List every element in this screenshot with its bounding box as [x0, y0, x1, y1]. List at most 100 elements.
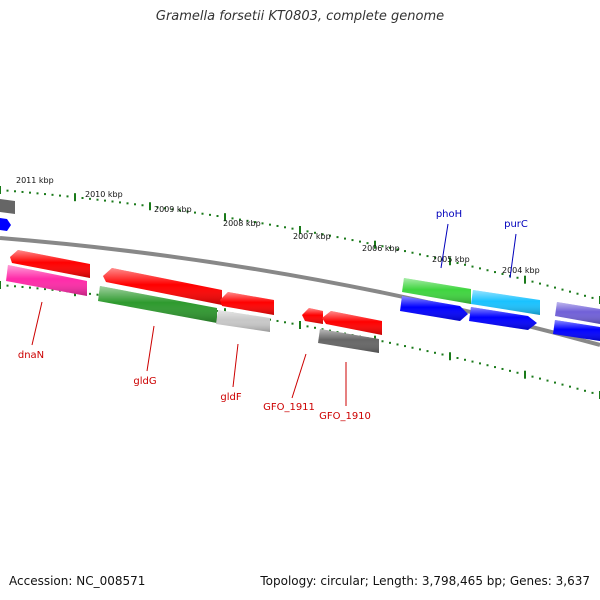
gene-blue-edge-top[interactable]	[0, 218, 11, 231]
inner-ruler-minor-tick	[51, 288, 54, 291]
gene-gldF-block[interactable]	[216, 292, 274, 332]
inner-ruler-minor-tick	[486, 364, 489, 367]
gene-label-GFO_1910[interactable]: GFO_1910	[319, 411, 371, 422]
outer-ruler-minor-tick	[21, 190, 24, 193]
inner-ruler-minor-tick	[591, 391, 594, 394]
outer-ruler-minor-tick	[194, 211, 196, 214]
kbp-label-2010: 2010 kbp	[85, 190, 123, 199]
outer-ruler-minor-tick	[359, 240, 361, 243]
outer-ruler-minor-tick	[246, 219, 249, 222]
outer-ruler-minor-tick	[471, 265, 474, 268]
outer-ruler-minor-tick	[389, 246, 391, 249]
outer-ruler-minor-tick	[569, 290, 571, 293]
outer-ruler-minor-tick	[329, 234, 331, 237]
outer-ruler-minor-tick	[306, 230, 309, 233]
gene-purC-block[interactable]	[469, 290, 540, 330]
inner-ruler-minor-tick	[276, 319, 279, 322]
outer-ruler-minor-tick	[516, 276, 519, 279]
inner-ruler-minor-tick	[216, 310, 219, 313]
gene-GFO_1910-block[interactable]	[318, 311, 382, 353]
outer-ruler-minor-tick	[486, 269, 489, 272]
inner-ruler-minor-tick	[419, 348, 421, 351]
outer-ruler-minor-tick	[539, 282, 541, 285]
outer-ruler-minor-tick	[66, 195, 69, 198]
gldF-leader-line	[232, 343, 239, 388]
outer-ruler-minor-tick	[6, 189, 9, 192]
inner-ruler-minor-tick	[6, 284, 9, 287]
inner-ruler-minor-tick	[441, 353, 444, 356]
outer-ruler-minor-tick	[464, 263, 466, 266]
outer-ruler-minor-tick	[156, 206, 159, 209]
gene-gray-edge-top[interactable]	[0, 199, 15, 214]
outer-ruler-minor-tick	[366, 242, 369, 245]
inner-ruler-minor-tick	[314, 326, 316, 329]
accession-text: Accession: NC_008571	[9, 574, 146, 588]
outer-ruler-minor-tick	[14, 190, 16, 193]
kbp-label-2009: 2009 kbp	[154, 205, 192, 214]
phoH-leader-line	[440, 223, 449, 269]
outer-ruler-minor-tick	[111, 200, 114, 203]
outer-ruler-minor-tick	[209, 213, 211, 216]
gene-label-dnaN[interactable]: dnaN	[18, 350, 44, 361]
gene-right-edge-block[interactable]	[553, 302, 600, 341]
gene-label-purC[interactable]: purC	[504, 219, 528, 230]
outer-ruler-minor-tick	[531, 280, 534, 283]
inner-ruler-minor-tick	[96, 293, 99, 296]
inner-ruler-minor-tick	[516, 371, 519, 374]
outer-ruler-minor-tick	[269, 223, 271, 226]
gene-dnaN-block[interactable]	[6, 250, 90, 296]
inner-ruler-minor-tick	[464, 358, 466, 361]
inner-ruler-minor-tick	[479, 362, 481, 365]
outer-ruler-minor-tick	[456, 262, 459, 265]
inner-ruler-minor-tick	[411, 346, 414, 349]
gene-gldG-block[interactable]	[98, 268, 222, 323]
gene-label-GFO_1911[interactable]: GFO_1911	[263, 402, 315, 413]
outer-ruler-minor-tick	[254, 221, 256, 224]
outer-ruler-minor-tick	[276, 224, 279, 227]
outer-ruler-minor-tick	[44, 193, 46, 196]
outer-ruler-minor-tick	[284, 226, 286, 229]
gene-GFO_1911[interactable]	[302, 308, 323, 324]
outer-ruler-minor-tick	[51, 193, 54, 196]
outer-ruler-minor-tick	[344, 237, 346, 240]
kbp-label-2005: 2005 kbp	[432, 255, 470, 264]
inner-ruler-minor-tick	[584, 389, 586, 392]
outer-ruler-minor-tick	[381, 245, 384, 248]
outer-ruler-minor-tick	[179, 209, 181, 212]
outer-ruler-minor-tick	[59, 194, 61, 197]
outer-ruler-minor-tick	[404, 250, 406, 253]
outer-ruler-minor-tick	[501, 272, 504, 275]
outer-ruler-minor-tick	[29, 191, 31, 194]
outer-ruler-minor-tick	[201, 212, 204, 215]
outer-ruler-minor-tick	[396, 248, 399, 251]
outer-ruler-minor-tick	[561, 288, 564, 291]
gene-label-phoH[interactable]: phoH	[436, 209, 462, 220]
inner-ruler-minor-tick	[44, 288, 46, 291]
outer-ruler-minor-tick	[494, 271, 496, 274]
outer-ruler-minor-tick	[36, 192, 39, 195]
inner-ruler-minor-tick	[14, 285, 16, 288]
inner-ruler-minor-tick	[404, 345, 406, 348]
gene-phoH-block[interactable]	[400, 278, 471, 321]
outer-ruler-minor-tick	[411, 251, 414, 254]
outer-ruler-minor-tick	[231, 217, 234, 220]
inner-ruler-minor-tick	[291, 322, 294, 325]
purC-leader-line	[509, 233, 517, 279]
outer-ruler-minor-tick	[336, 236, 339, 239]
inner-ruler-minor-tick	[21, 285, 24, 288]
gene-label-gldG[interactable]: gldG	[133, 376, 156, 387]
inner-ruler-minor-tick	[284, 321, 286, 324]
kbp-label-2008: 2008 kbp	[223, 219, 261, 228]
outer-ruler-minor-tick	[164, 207, 166, 210]
gene-label-gldF[interactable]: gldF	[220, 392, 241, 403]
outer-ruler-minor-tick	[546, 284, 549, 287]
inner-ruler-minor-tick	[36, 287, 39, 290]
outer-ruler-minor-tick	[216, 215, 219, 218]
inner-ruler-minor-tick	[569, 385, 571, 388]
outer-ruler-minor-tick	[261, 222, 264, 225]
inner-ruler-minor-tick	[396, 343, 399, 346]
outer-ruler-minor-tick	[314, 231, 316, 234]
outer-ruler-minor-tick	[291, 227, 294, 230]
inner-ruler-minor-tick	[531, 375, 534, 378]
